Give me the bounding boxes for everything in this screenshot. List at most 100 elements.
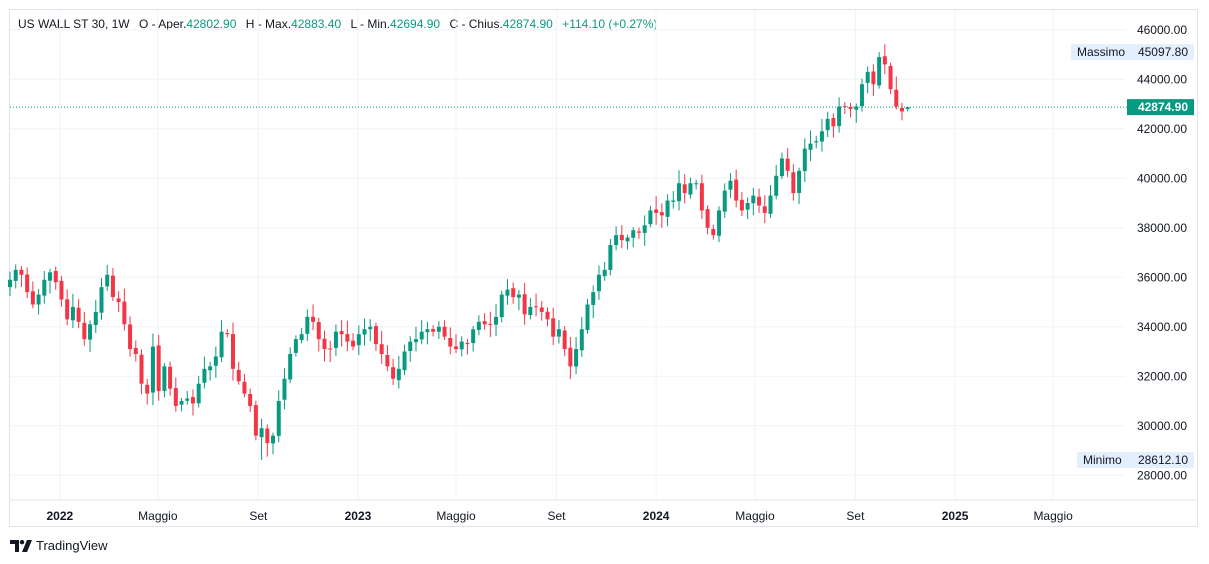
candle-body (396, 368, 401, 381)
candle-body (288, 353, 293, 380)
y-tick-label: 40000.00 (1137, 171, 1187, 185)
x-tick-label: 2022 (46, 509, 73, 523)
candle-body (454, 346, 458, 350)
candle-body (345, 334, 350, 342)
x-tick-label: 2025 (942, 509, 969, 523)
candle-body (208, 366, 213, 371)
x-tick-label: Set (249, 509, 268, 523)
candle-body (614, 235, 619, 246)
candle-body (276, 401, 281, 436)
x-tick-label: 2023 (345, 509, 372, 523)
candle-body (30, 291, 35, 305)
candle-body (25, 274, 30, 293)
candle-body (19, 269, 24, 275)
candle-body (511, 288, 516, 298)
candle-body (688, 183, 693, 195)
symbol-name[interactable]: US WALL ST 30 (18, 17, 105, 31)
candle-body (168, 366, 173, 389)
max-tag-bg (1071, 44, 1194, 61)
candle-body (717, 210, 722, 236)
candle-body (739, 199, 744, 211)
candle-body (391, 367, 396, 379)
candle-body (734, 179, 739, 201)
candle-body (105, 274, 110, 287)
candle-body (8, 279, 12, 288)
candle-body (625, 237, 630, 242)
candle-body (248, 394, 253, 406)
candle-body (373, 326, 378, 345)
candle-body (425, 329, 430, 333)
candle-body (70, 306, 75, 321)
candle-body (528, 306, 533, 316)
candle-body (253, 405, 258, 436)
candle-body (694, 183, 699, 185)
candle-body (682, 184, 687, 194)
candle-body (579, 329, 584, 351)
candle-body (825, 118, 830, 131)
last-price-tag-bg (1127, 99, 1194, 116)
y-tick-label: 46000.00 (1137, 23, 1187, 37)
candle-body (362, 329, 367, 335)
candle-body (385, 355, 390, 367)
candle-body (190, 397, 195, 404)
candle-body (82, 322, 87, 340)
candle-body (128, 324, 133, 350)
candle-body (196, 383, 201, 404)
candle-body (505, 289, 510, 296)
x-tick-label: Maggio (436, 509, 476, 523)
chart-legend: US WALL ST 30, 1W O - Aper.42802.90 H - … (18, 17, 658, 31)
brand-name: TradingView (36, 538, 108, 553)
candle-body (882, 56, 887, 65)
candle-body (185, 398, 190, 401)
candle-body (808, 143, 813, 150)
candle-body (402, 351, 407, 371)
candle-body (88, 324, 93, 340)
candle-body (665, 200, 670, 217)
candle-body (76, 307, 81, 322)
candle-body (59, 280, 64, 300)
candle-body (842, 106, 847, 108)
open-value: 42802.90 (186, 17, 237, 31)
candle-body (516, 294, 521, 298)
candle-body (231, 334, 235, 369)
candle-body (591, 292, 596, 305)
candles (8, 44, 910, 461)
max-tag-label: Massimo (1077, 45, 1125, 59)
candle-body (654, 209, 659, 213)
brand[interactable]: TradingView (10, 538, 108, 553)
y-tick-label: 32000.00 (1137, 369, 1187, 383)
candle-body (900, 107, 904, 112)
candle-body (705, 209, 710, 228)
x-tick-label: Set (547, 509, 566, 523)
interval-label[interactable]: 1W (111, 17, 130, 31)
candle-body (368, 326, 373, 330)
candle-body (305, 316, 310, 334)
x-tick-label: Maggio (735, 509, 775, 523)
candle-body (522, 294, 527, 315)
candle-body (494, 316, 499, 325)
candle-body (659, 212, 664, 216)
candle-body (905, 107, 910, 109)
candle-body (431, 329, 436, 332)
candle-body (608, 245, 613, 270)
tradingview-logo-icon (10, 539, 32, 552)
candle-body (259, 428, 264, 438)
candle-body (408, 341, 413, 352)
candle-body (802, 148, 807, 172)
x-tick-label: 2024 (643, 509, 670, 523)
candle-body (488, 323, 493, 325)
candle-body (631, 230, 636, 238)
chart-frame (9, 9, 1198, 527)
candle-body (888, 65, 893, 90)
candle-body (328, 348, 333, 350)
candle-body (213, 356, 218, 366)
y-tick-label: 28000.00 (1137, 468, 1187, 482)
last-price-tag-value: 42874.90 (1138, 100, 1188, 114)
candle-body (476, 321, 481, 330)
candle-body (642, 225, 647, 233)
candle-body (225, 333, 230, 335)
candle-body (42, 279, 47, 296)
candle-body (351, 340, 356, 347)
candle-body (711, 229, 716, 236)
